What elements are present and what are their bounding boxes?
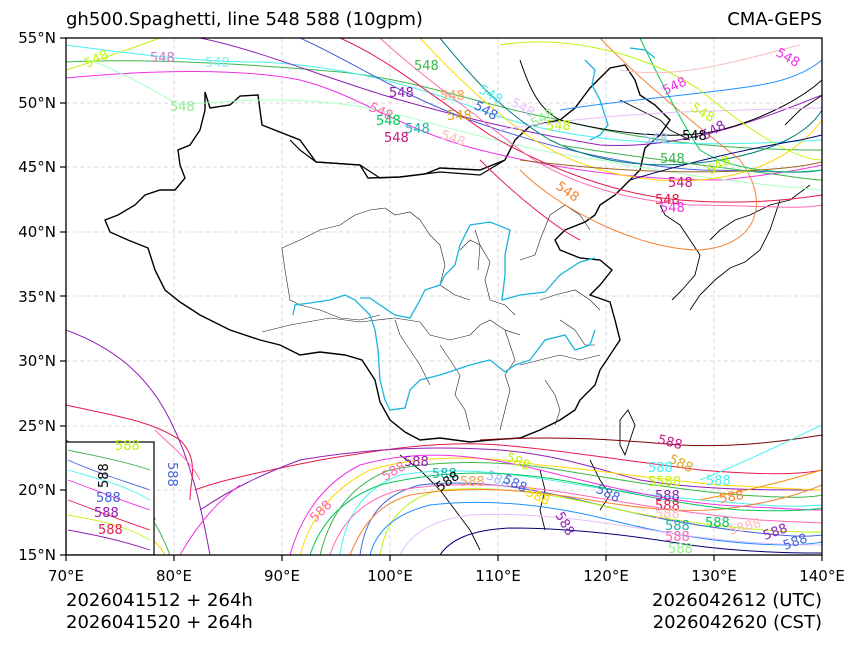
province-borders xyxy=(261,204,601,431)
x-tick-120e: 120°E xyxy=(583,567,629,585)
graticule xyxy=(66,38,822,555)
svg-text:548: 548 xyxy=(439,128,467,151)
svg-text:548: 548 xyxy=(405,122,430,137)
svg-text:548: 548 xyxy=(668,176,693,191)
x-tick-130e: 130°E xyxy=(691,567,737,585)
svg-text:588: 588 xyxy=(655,489,680,504)
y-tick-25n: 25°N xyxy=(18,417,56,435)
svg-text:548: 548 xyxy=(553,179,582,206)
svg-text:588: 588 xyxy=(404,455,429,470)
svg-text:588: 588 xyxy=(97,463,112,488)
svg-text:548: 548 xyxy=(660,201,685,216)
svg-text:588: 588 xyxy=(665,519,690,534)
svg-text:548: 548 xyxy=(414,59,439,74)
svg-text:548: 548 xyxy=(205,56,230,71)
x-tick-80e: 80°E xyxy=(155,567,193,585)
svg-text:588: 588 xyxy=(460,475,485,490)
svg-text:5588: 5588 xyxy=(648,475,681,490)
svg-text:548: 548 xyxy=(546,119,571,134)
x-tick-90e: 90°E xyxy=(263,567,301,585)
svg-text:548: 548 xyxy=(170,100,195,115)
contour-588-ensemble xyxy=(66,329,822,555)
y-tick-45n: 45°N xyxy=(18,158,56,176)
svg-text:588: 588 xyxy=(164,462,179,487)
svg-text:548: 548 xyxy=(150,51,175,66)
svg-text:588: 588 xyxy=(648,461,673,476)
svg-text:588: 588 xyxy=(115,439,140,454)
inset-south-china-sea: 588 588 588 588 588 xyxy=(66,439,155,555)
svg-text:588: 588 xyxy=(98,523,123,538)
x-tick-100e: 100°E xyxy=(367,567,413,585)
svg-text:548: 548 xyxy=(384,131,409,146)
svg-text:548: 548 xyxy=(447,109,472,124)
svg-text:5888: 5888 xyxy=(727,516,763,539)
svg-text:548: 548 xyxy=(705,153,734,178)
rivers xyxy=(292,47,656,411)
y-tick-40n: 40°N xyxy=(18,223,56,241)
svg-text:588: 588 xyxy=(668,542,693,557)
init-time-block: 2026041512 + 264h 2026041520 + 264h xyxy=(66,590,253,634)
coastlines xyxy=(399,94,822,551)
mongolia-border xyxy=(289,139,506,179)
axis-ticks xyxy=(60,37,823,561)
y-tick-20n: 20°N xyxy=(18,481,56,499)
svg-text:588: 588 xyxy=(718,488,745,507)
svg-text:548: 548 xyxy=(660,152,685,167)
svg-text:588: 588 xyxy=(665,530,690,545)
svg-text:548: 548 xyxy=(389,86,414,101)
svg-text:588: 588 xyxy=(552,510,577,539)
svg-text:588: 588 xyxy=(706,474,731,489)
valid-time-block: 2026042612 (UTC) 2026042620 (CST) xyxy=(652,590,822,634)
svg-text:588: 588 xyxy=(655,507,680,522)
valid-time-cst: 2026042620 (CST) xyxy=(652,612,822,633)
svg-text:548: 548 xyxy=(376,114,401,129)
init-time-cst: 2026041520 + 264h xyxy=(66,612,253,633)
x-tick-70e: 70°E xyxy=(47,567,85,585)
svg-text:548: 548 xyxy=(82,48,111,72)
chart-title: gh500.Spaghetti, line 548 588 (10gpm) xyxy=(66,9,423,30)
x-tick-140e: 140°E xyxy=(799,567,845,585)
svg-text:588: 588 xyxy=(96,491,121,506)
valid-time-utc: 2026042612 (UTC) xyxy=(652,590,822,611)
y-tick-15n: 15°N xyxy=(18,546,56,564)
svg-text:588: 588 xyxy=(94,506,119,521)
y-tick-50n: 50°N xyxy=(18,94,56,112)
svg-text:548: 548 xyxy=(773,45,802,70)
contour-548-ensemble xyxy=(66,38,822,251)
svg-text:588: 588 xyxy=(307,498,335,526)
y-tick-35n: 35°N xyxy=(18,288,56,306)
svg-text:588: 588 xyxy=(705,516,730,531)
svg-text:548: 548 xyxy=(655,193,680,208)
y-tick-30n: 30°N xyxy=(18,352,56,370)
model-source-label: CMA-GEPS xyxy=(727,9,822,30)
svg-text:588: 588 xyxy=(655,499,680,514)
svg-text:588: 588 xyxy=(432,467,457,482)
china-border xyxy=(104,64,671,443)
y-tick-55n: 55°N xyxy=(18,29,56,47)
svg-text:548: 548 xyxy=(643,132,668,147)
svg-text:548: 548 xyxy=(682,129,707,144)
svg-text:548: 548 xyxy=(440,89,465,104)
init-time-utc: 2026041512 + 264h xyxy=(66,590,253,611)
svg-text:588: 588 xyxy=(656,432,684,453)
x-tick-110e: 110°E xyxy=(475,567,521,585)
